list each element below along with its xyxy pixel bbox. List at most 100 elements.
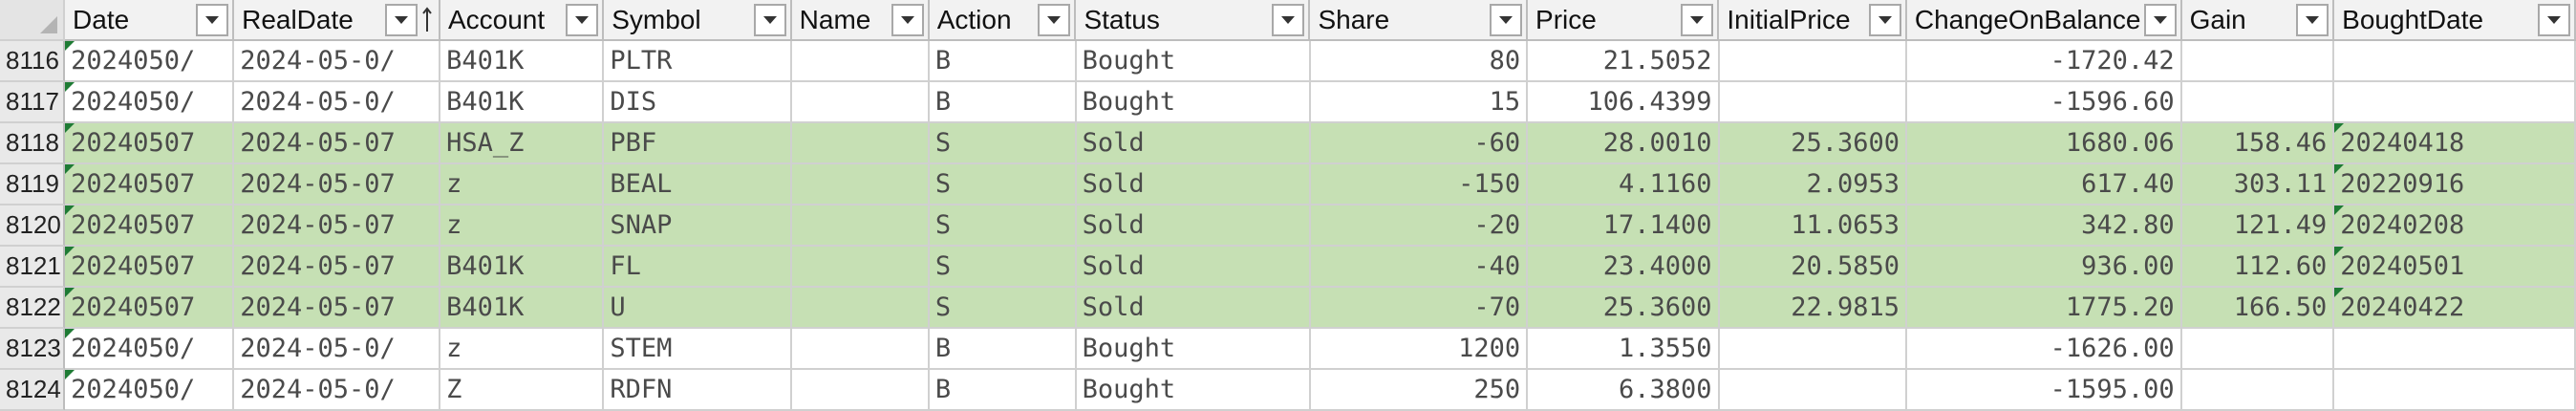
cell-account[interactable]: z: [440, 329, 605, 370]
cell-action[interactable]: B: [929, 82, 1077, 123]
row-number[interactable]: 8118: [0, 123, 66, 164]
cell-realdate[interactable]: 2024-05-07: [234, 164, 441, 206]
cell-gain[interactable]: [2181, 82, 2335, 123]
cell-gain[interactable]: [2181, 370, 2335, 411]
cell-date[interactable]: 20240507: [65, 288, 235, 329]
cell-initialprice[interactable]: 11.0653: [1719, 206, 1907, 247]
cell-changeonbalance[interactable]: 342.80: [1906, 206, 2182, 247]
cell-realdate[interactable]: 2024-05-07: [234, 247, 441, 288]
column-header-initialprice[interactable]: InitialPrice: [1719, 0, 1907, 41]
cell-action[interactable]: S: [929, 247, 1077, 288]
cell-symbol[interactable]: STEM: [604, 329, 792, 370]
column-header-account[interactable]: Account: [440, 0, 605, 41]
column-header-symbol[interactable]: Symbol: [604, 0, 792, 41]
column-header-date[interactable]: Date: [65, 0, 235, 41]
cell-date[interactable]: 2024050/: [65, 82, 235, 123]
cell-gain[interactable]: 303.11: [2181, 164, 2335, 206]
cell-changeonbalance[interactable]: -1626.00: [1906, 329, 2182, 370]
cell-symbol[interactable]: U: [604, 288, 792, 329]
cell-action[interactable]: B: [929, 41, 1077, 82]
column-header-boughtdate[interactable]: BoughtDate: [2334, 0, 2576, 41]
cell-boughtdate[interactable]: 20240501: [2334, 247, 2576, 288]
column-header-realdate[interactable]: RealDate: [234, 0, 440, 41]
cell-action[interactable]: S: [929, 164, 1077, 206]
cell-realdate[interactable]: 2024-05-07: [234, 123, 441, 164]
cell-symbol[interactable]: PLTR: [604, 41, 792, 82]
row-number[interactable]: 8121: [0, 247, 66, 288]
cell-date[interactable]: 2024050/: [65, 370, 235, 411]
cell-initialprice[interactable]: [1719, 370, 1907, 411]
cell-action[interactable]: B: [929, 370, 1077, 411]
cell-status[interactable]: Bought: [1076, 370, 1311, 411]
filter-dropdown-button[interactable]: [196, 3, 229, 36]
row-number[interactable]: 8124: [0, 370, 66, 411]
cell-status[interactable]: Sold: [1076, 288, 1311, 329]
column-header-share[interactable]: Share: [1310, 0, 1529, 41]
column-header-name[interactable]: Name: [791, 0, 930, 41]
cell-initialprice[interactable]: [1719, 329, 1907, 370]
cell-price[interactable]: 21.5052: [1528, 41, 1720, 82]
row-number[interactable]: 8123: [0, 329, 66, 370]
cell-action[interactable]: B: [929, 329, 1077, 370]
cell-boughtdate[interactable]: 20240418: [2334, 123, 2576, 164]
cell-boughtdate[interactable]: 20220916: [2334, 164, 2576, 206]
cell-share[interactable]: 15: [1310, 82, 1529, 123]
cell-date[interactable]: 20240507: [65, 164, 235, 206]
cell-initialprice[interactable]: 20.5850: [1719, 247, 1907, 288]
cell-boughtdate[interactable]: 20240422: [2334, 288, 2576, 329]
cell-symbol[interactable]: FL: [604, 247, 792, 288]
cell-realdate[interactable]: 2024-05-0/: [234, 41, 441, 82]
cell-gain[interactable]: 112.60: [2181, 247, 2335, 288]
cell-name[interactable]: [791, 123, 930, 164]
filter-dropdown-button[interactable]: [566, 3, 599, 36]
cell-symbol[interactable]: BEAL: [604, 164, 792, 206]
row-number[interactable]: 8122: [0, 288, 66, 329]
filter-dropdown-button[interactable]: [2143, 3, 2177, 36]
cell-changeonbalance[interactable]: 1775.20: [1906, 288, 2182, 329]
select-all-corner[interactable]: [0, 0, 66, 41]
cell-share[interactable]: 80: [1310, 41, 1529, 82]
filter-dropdown-button[interactable]: [891, 3, 924, 36]
cell-share[interactable]: 1200: [1310, 329, 1529, 370]
cell-gain[interactable]: 158.46: [2181, 123, 2335, 164]
cell-symbol[interactable]: RDFN: [604, 370, 792, 411]
cell-status[interactable]: Bought: [1076, 82, 1311, 123]
cell-name[interactable]: [791, 206, 930, 247]
cell-name[interactable]: [791, 370, 930, 411]
column-header-changeonbalance[interactable]: ChangeOnBalance: [1906, 0, 2182, 41]
cell-symbol[interactable]: PBF: [604, 123, 792, 164]
cell-boughtdate[interactable]: [2334, 370, 2576, 411]
cell-date[interactable]: 2024050/: [65, 329, 235, 370]
filter-dropdown-button[interactable]: [753, 3, 786, 36]
cell-status[interactable]: Sold: [1076, 123, 1311, 164]
cell-status[interactable]: Sold: [1076, 164, 1311, 206]
cell-share[interactable]: -40: [1310, 247, 1529, 288]
row-number[interactable]: 8120: [0, 206, 66, 247]
filter-dropdown-button[interactable]: [2296, 3, 2329, 36]
cell-gain[interactable]: [2181, 329, 2335, 370]
cell-account[interactable]: B401K: [440, 247, 605, 288]
cell-name[interactable]: [791, 247, 930, 288]
cell-name[interactable]: [791, 41, 930, 82]
cell-initialprice[interactable]: 2.0953: [1719, 164, 1907, 206]
cell-share[interactable]: -70: [1310, 288, 1529, 329]
cell-action[interactable]: S: [929, 123, 1077, 164]
cell-symbol[interactable]: SNAP: [604, 206, 792, 247]
cell-gain[interactable]: [2181, 41, 2335, 82]
cell-price[interactable]: 106.4399: [1528, 82, 1720, 123]
cell-status[interactable]: Bought: [1076, 329, 1311, 370]
filter-dropdown-button[interactable]: [1272, 3, 1305, 36]
cell-account[interactable]: B401K: [440, 288, 605, 329]
cell-price[interactable]: 23.4000: [1528, 247, 1720, 288]
cell-realdate[interactable]: 2024-05-0/: [234, 82, 441, 123]
cell-realdate[interactable]: 2024-05-0/: [234, 329, 441, 370]
cell-changeonbalance[interactable]: 617.40: [1906, 164, 2182, 206]
cell-name[interactable]: [791, 164, 930, 206]
cell-date[interactable]: 2024050/: [65, 41, 235, 82]
cell-account[interactable]: HSA_Z: [440, 123, 605, 164]
cell-changeonbalance[interactable]: 1680.06: [1906, 123, 2182, 164]
cell-action[interactable]: S: [929, 206, 1077, 247]
cell-account[interactable]: Z: [440, 370, 605, 411]
cell-price[interactable]: 28.0010: [1528, 123, 1720, 164]
cell-price[interactable]: 25.3600: [1528, 288, 1720, 329]
